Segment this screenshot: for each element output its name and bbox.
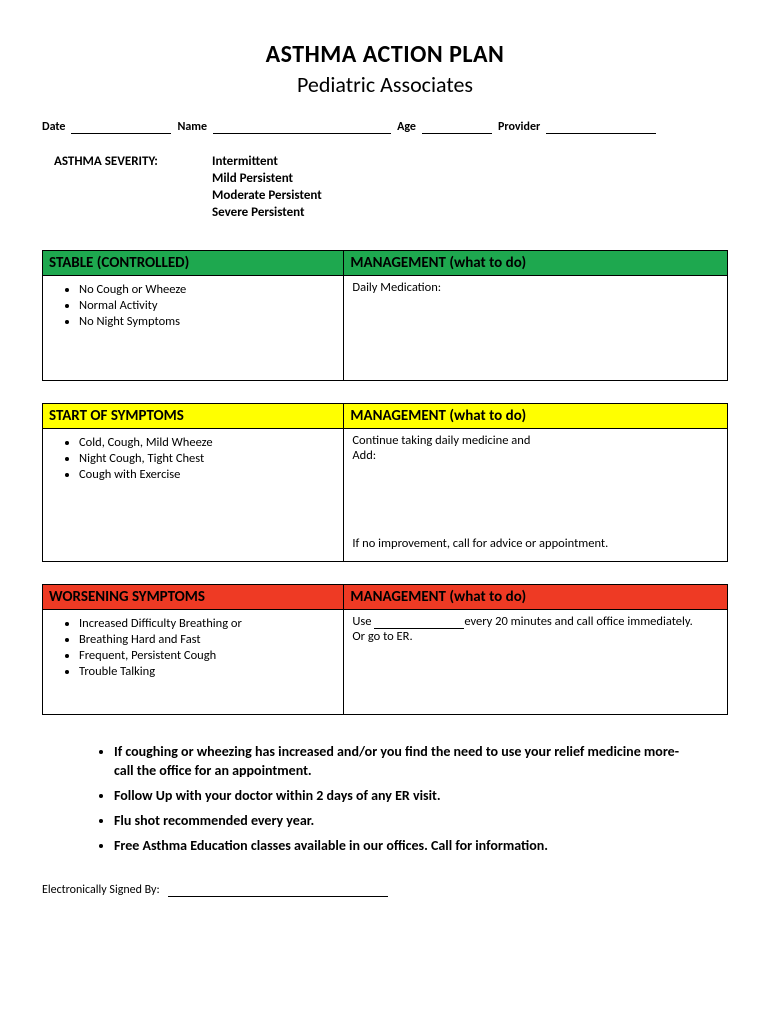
severity-option: Moderate Persistent <box>212 188 322 203</box>
management-note: If no improvement, call for advice or ap… <box>352 536 608 551</box>
symptom-item: No Cough or Wheeze <box>79 282 335 297</box>
severity-options: Intermittent Mild Persistent Moderate Pe… <box>212 154 322 220</box>
patient-info-row: Date Name Age Provider <box>42 120 728 134</box>
age-field[interactable] <box>422 120 492 134</box>
symptom-item: Increased Difficulty Breathing or <box>79 616 335 631</box>
signature-label: Electronically Signed By: <box>42 883 160 897</box>
severity-option: Mild Persistent <box>212 171 322 186</box>
green-zone-management: Daily Medication: <box>344 276 728 381</box>
yellow-zone-management: Continue taking daily medicine and Add: … <box>344 429 728 562</box>
yellow-zone-table: START OF SYMPTOMS MANAGEMENT (what to do… <box>42 403 728 562</box>
severity-option: Severe Persistent <box>212 205 322 220</box>
document-subtitle: Pediatric Associates <box>42 71 728 98</box>
management-text: Daily Medication: <box>352 280 441 295</box>
symptom-item: Cough with Exercise <box>79 467 335 482</box>
management-text: Continue taking daily medicine and <box>352 433 719 448</box>
symptom-item: Breathing Hard and Fast <box>79 632 335 647</box>
signature-row: Electronically Signed By: <box>42 883 728 897</box>
severity-option: Intermittent <box>212 154 322 169</box>
red-zone-management: Use every 20 minutes and call office imm… <box>344 610 728 715</box>
date-label: Date <box>42 120 65 134</box>
severity-label: ASTHMA SEVERITY: <box>54 154 212 220</box>
document-title: ASTHMA ACTION PLAN <box>42 40 728 69</box>
green-zone-table: STABLE (CONTROLLED) MANAGEMENT (what to … <box>42 250 728 381</box>
management-prefix: Use <box>352 614 374 629</box>
signature-field[interactable] <box>168 883 388 897</box>
provider-field[interactable] <box>546 120 656 134</box>
advice-item: If coughing or wheezing has increased an… <box>114 743 698 781</box>
red-zone-symptoms: Increased Difficulty Breathing or Breath… <box>43 610 344 715</box>
symptom-item: Trouble Talking <box>79 664 335 679</box>
symptom-item: Frequent, Persistent Cough <box>79 648 335 663</box>
severity-section: ASTHMA SEVERITY: Intermittent Mild Persi… <box>54 154 728 220</box>
advice-item: Follow Up with your doctor within 2 days… <box>114 787 698 806</box>
yellow-zone-header-right: MANAGEMENT (what to do) <box>344 404 728 429</box>
advice-item: Flu shot recommended every year. <box>114 812 698 831</box>
name-label: Name <box>177 120 207 134</box>
symptom-item: Normal Activity <box>79 298 335 313</box>
symptom-item: Night Cough, Tight Chest <box>79 451 335 466</box>
medication-blank[interactable] <box>374 617 464 629</box>
green-zone-symptoms: No Cough or Wheeze Normal Activity No Ni… <box>43 276 344 381</box>
yellow-zone-header-left: START OF SYMPTOMS <box>43 404 344 429</box>
management-suffix: every 20 minutes and call office immedia… <box>464 614 692 629</box>
symptom-item: No Night Symptoms <box>79 314 335 329</box>
green-zone-header-left: STABLE (CONTROLLED) <box>43 251 344 276</box>
age-label: Age <box>397 120 416 134</box>
name-field[interactable] <box>213 120 391 134</box>
red-zone-header-right: MANAGEMENT (what to do) <box>344 585 728 610</box>
management-text: Add: <box>352 448 719 463</box>
advice-list: If coughing or wheezing has increased an… <box>42 743 728 855</box>
provider-label: Provider <box>498 120 540 134</box>
date-field[interactable] <box>71 120 171 134</box>
symptom-item: Cold, Cough, Mild Wheeze <box>79 435 335 450</box>
red-zone-table: WORSENING SYMPTOMS MANAGEMENT (what to d… <box>42 584 728 715</box>
management-line2: Or go to ER. <box>352 629 719 644</box>
green-zone-header-right: MANAGEMENT (what to do) <box>344 251 728 276</box>
advice-item: Free Asthma Education classes available … <box>114 837 698 856</box>
yellow-zone-symptoms: Cold, Cough, Mild Wheeze Night Cough, Ti… <box>43 429 344 562</box>
red-zone-header-left: WORSENING SYMPTOMS <box>43 585 344 610</box>
